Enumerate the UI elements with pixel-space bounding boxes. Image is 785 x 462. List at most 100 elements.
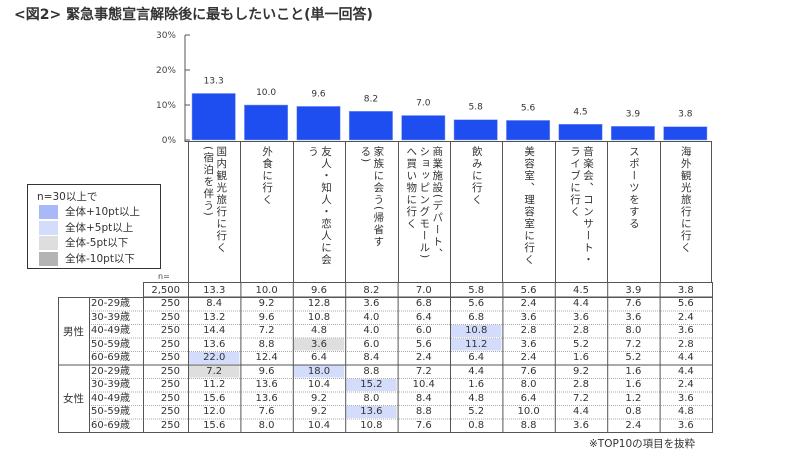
total-value-cell: 9.6: [311, 285, 327, 296]
y-tick-label: 0%: [162, 136, 177, 146]
category-label-line: 音楽会、コンサート・: [581, 146, 594, 266]
bar: [453, 119, 498, 141]
highlight-cell: [189, 365, 240, 378]
value-cell: 7.2: [206, 365, 223, 377]
category-label-line: 国内観光旅行に行く: [215, 146, 228, 254]
value-cell: 11.2: [203, 379, 226, 390]
gender-label: 男性: [63, 325, 84, 338]
n-cell: 250: [160, 338, 180, 350]
age-cell: 50-59歳: [91, 338, 131, 350]
value-cell: 3.6: [363, 298, 380, 309]
age-cell: 50-59歳: [91, 406, 131, 417]
n-label: n=: [158, 272, 170, 281]
value-cell: 7.6: [625, 298, 642, 309]
value-cell: 1.6: [573, 352, 589, 363]
value-cell: 7.6: [520, 365, 537, 377]
bar: [348, 111, 393, 141]
value-cell: 7.2: [415, 365, 432, 377]
category-label-line: スポーツをする: [627, 146, 640, 230]
legend-swatch: [39, 236, 58, 250]
bar-value-label: 4.5: [573, 107, 587, 117]
value-cell: 1.6: [625, 365, 642, 377]
value-cell: 13.6: [255, 379, 278, 390]
value-cell: 8.0: [520, 379, 537, 390]
value-cell: 9.2: [311, 406, 327, 417]
value-cell: 7.2: [573, 392, 589, 404]
total-value-cell: 3.8: [677, 285, 694, 296]
bar: [191, 93, 236, 141]
value-cell: 9.2: [311, 392, 327, 404]
value-cell: 11.2: [465, 338, 488, 350]
n-cell: 250: [160, 365, 180, 377]
value-cell: 0.8: [468, 419, 485, 431]
value-cell: 14.4: [203, 325, 226, 336]
value-cell: 4.8: [468, 392, 485, 404]
value-cell: 8.8: [363, 365, 380, 377]
value-cell: 2.8: [573, 325, 589, 336]
age-cell: 40-49歳: [91, 325, 131, 336]
value-cell: 8.8: [520, 419, 537, 431]
value-cell: 15.2: [360, 379, 383, 390]
y-tick-label: 20%: [156, 66, 176, 76]
category-label-line: へ買い物に行く: [405, 146, 418, 230]
category-label: 家族に会う(帰省す る): [345, 142, 397, 283]
value-cell: 3.6: [573, 311, 589, 323]
highlight-cell: [189, 352, 240, 364]
category-label-line: 友人・知人・恋人に会: [319, 146, 332, 266]
bar: [401, 115, 446, 141]
value-cell: 13.6: [203, 338, 226, 350]
value-cell: 3.6: [677, 419, 694, 431]
value-cell: 9.6: [258, 311, 275, 323]
value-cell: 8.0: [258, 419, 275, 431]
legend-item: 全体-10pt以下: [39, 251, 159, 266]
value-cell: 2.8: [520, 325, 537, 336]
value-cell: 8.8: [415, 406, 432, 417]
value-cell: 10.4: [307, 419, 331, 431]
value-cell: 2.4: [520, 298, 537, 309]
value-cell: 13.2: [203, 311, 226, 323]
value-cell: 3.6: [677, 392, 694, 404]
value-cell: 2.8: [677, 338, 694, 350]
value-cell: 10.4: [307, 379, 331, 390]
bar: [296, 106, 341, 141]
total-value-cell: 5.8: [468, 285, 485, 296]
age-cell: 60-69歳: [91, 419, 131, 431]
n-cell: 250: [160, 325, 180, 336]
total-value-cell: 8.2: [363, 285, 380, 296]
value-cell: 3.6: [520, 338, 537, 350]
category-label: 海外観光旅行に行く: [659, 142, 712, 283]
value-cell: 8.4: [415, 392, 432, 404]
value-cell: 7.6: [258, 406, 275, 417]
bar-value-label: 10.0: [256, 88, 276, 98]
value-cell: 4.0: [363, 325, 380, 336]
category-label-line: 飲みに行く: [470, 146, 483, 206]
value-cell: 7.2: [258, 325, 275, 336]
value-cell: 5.6: [468, 298, 485, 309]
category-label: 商業施設(デパート、 ショッピングモール) へ買い物に行く: [397, 142, 450, 283]
legend-title: n=30以上で: [37, 191, 98, 203]
legend-item: 全体-5pt以下: [39, 236, 159, 250]
value-cell: 4.8: [311, 325, 327, 336]
category-label: 飲みに行く: [450, 142, 502, 283]
category-label-line: 外食に行く: [261, 146, 274, 206]
value-cell: 4.0: [363, 311, 380, 323]
value-cell: 13.6: [255, 392, 278, 404]
value-cell: 10.8: [307, 311, 331, 323]
value-cell: 3.6: [311, 338, 327, 350]
age-cell: 30-39歳: [91, 311, 131, 323]
bar: [506, 120, 551, 141]
value-cell: 1.2: [625, 392, 642, 404]
value-cell: 6.8: [415, 298, 432, 309]
total-n-cell: 2,500: [151, 285, 180, 296]
bar-value-label: 5.6: [521, 103, 536, 113]
value-cell: 12.4: [255, 352, 278, 363]
value-cell: 6.4: [520, 392, 537, 404]
value-cell: 1.6: [468, 379, 485, 390]
value-cell: 4.4: [573, 298, 589, 309]
value-cell: 9.2: [258, 298, 275, 309]
category-label: 友人・知人・恋人に会う: [292, 142, 345, 283]
value-cell: 7.2: [625, 338, 642, 350]
value-cell: 3.6: [625, 311, 642, 323]
n-cell: 250: [160, 419, 180, 431]
value-cell: 10.8: [360, 419, 383, 431]
